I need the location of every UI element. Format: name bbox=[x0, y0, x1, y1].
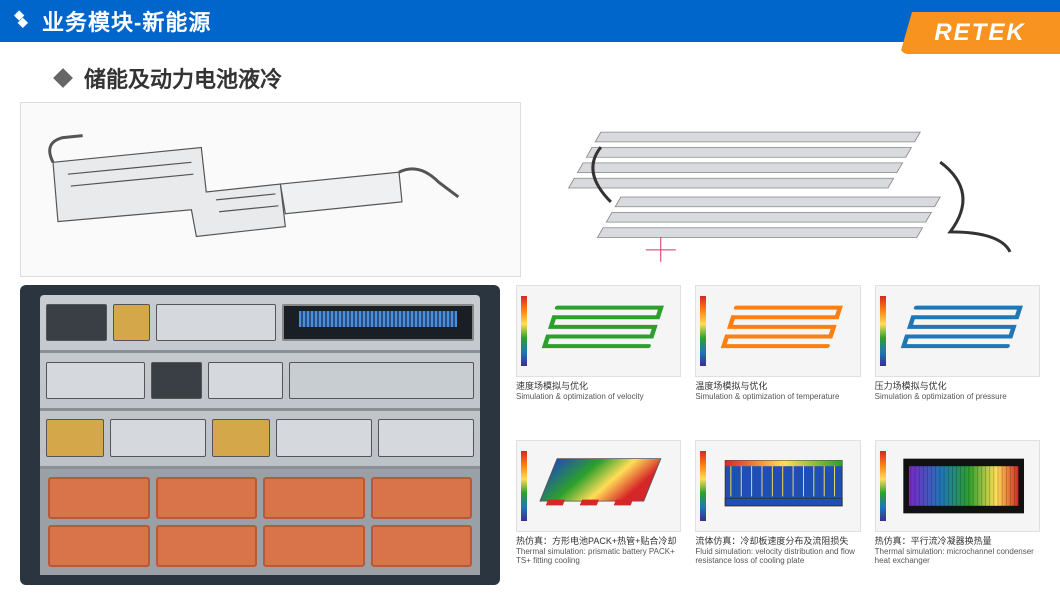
sim-label-cn: 压力场模拟与优化 bbox=[875, 381, 1040, 392]
equipment-photo bbox=[20, 285, 500, 585]
equipment-rack bbox=[40, 295, 480, 575]
sim-shape bbox=[896, 298, 1031, 364]
sim-shape bbox=[716, 298, 851, 364]
header-title-wrap: 业务模块-新能源 bbox=[10, 0, 300, 42]
sim-shape bbox=[537, 298, 672, 364]
simulation-grid: 速度场模拟与优化Simulation & optimization of vel… bbox=[516, 285, 1040, 585]
colorbar bbox=[880, 451, 886, 521]
sim-thumbnail bbox=[875, 285, 1040, 377]
sim-item: 压力场模拟与优化Simulation & optimization of pre… bbox=[875, 285, 1040, 430]
brand-logo: RETEK bbox=[900, 12, 1060, 54]
sim-item: 速度场模拟与优化Simulation & optimization of vel… bbox=[516, 285, 681, 430]
content: 速度场模拟与优化Simulation & optimization of vel… bbox=[0, 102, 1060, 585]
sim-label-cn: 速度场模拟与优化 bbox=[516, 381, 681, 392]
sim-shape bbox=[537, 453, 672, 519]
sim-thumbnail bbox=[875, 440, 1040, 532]
sim-thumbnail bbox=[695, 440, 860, 532]
sim-item: 热仿真：平行流冷凝器换热量Thermal simulation: microch… bbox=[875, 440, 1040, 585]
header-bar: 业务模块-新能源 bbox=[0, 0, 1060, 42]
cad-drawing-left bbox=[20, 102, 521, 277]
bullet-icon bbox=[53, 68, 73, 88]
sim-label-en: Fluid simulation: velocity distribution … bbox=[695, 547, 860, 566]
sim-thumbnail bbox=[516, 285, 681, 377]
cad-drawing-right bbox=[541, 102, 1040, 277]
section-title: 储能及动力电池液冷 bbox=[56, 62, 1060, 94]
colorbar bbox=[700, 296, 706, 366]
sim-thumbnail bbox=[695, 285, 860, 377]
sim-label-en: Thermal simulation: prismatic battery PA… bbox=[516, 547, 681, 566]
sim-label-en: Simulation & optimization of temperature bbox=[695, 392, 860, 402]
sim-item: 热仿真：方形电池PACK+热管+贴合冷却Thermal simulation: … bbox=[516, 440, 681, 585]
colorbar bbox=[521, 296, 527, 366]
colorbar bbox=[700, 451, 706, 521]
sim-label-cn: 温度场模拟与优化 bbox=[695, 381, 860, 392]
cad-row bbox=[20, 102, 1040, 277]
sim-item: 流体仿真：冷却板速度分布及流阻损失Fluid simulation: veloc… bbox=[695, 440, 860, 585]
section-title-text: 储能及动力电池液冷 bbox=[84, 62, 282, 94]
battery-bed bbox=[40, 469, 480, 575]
colorbar bbox=[521, 451, 527, 521]
sim-label-en: Simulation & optimization of velocity bbox=[516, 392, 681, 402]
sim-label-cn: 热仿真：平行流冷凝器换热量 bbox=[875, 536, 1040, 547]
sim-label-cn: 热仿真：方形电池PACK+热管+贴合冷却 bbox=[516, 536, 681, 547]
sim-label-cn: 流体仿真：冷却板速度分布及流阻损失 bbox=[695, 536, 860, 547]
sim-thumbnail bbox=[516, 440, 681, 532]
sim-label-en: Simulation & optimization of pressure bbox=[875, 392, 1040, 402]
sim-shape bbox=[716, 453, 851, 519]
sim-label-en: Thermal simulation: microchannel condens… bbox=[875, 547, 1040, 566]
sim-shape bbox=[896, 453, 1031, 519]
diamond-icon bbox=[10, 10, 32, 32]
sim-item: 温度场模拟与优化Simulation & optimization of tem… bbox=[695, 285, 860, 430]
header-title: 业务模块-新能源 bbox=[42, 5, 211, 37]
bottom-row: 速度场模拟与优化Simulation & optimization of vel… bbox=[20, 285, 1040, 585]
colorbar bbox=[880, 296, 886, 366]
